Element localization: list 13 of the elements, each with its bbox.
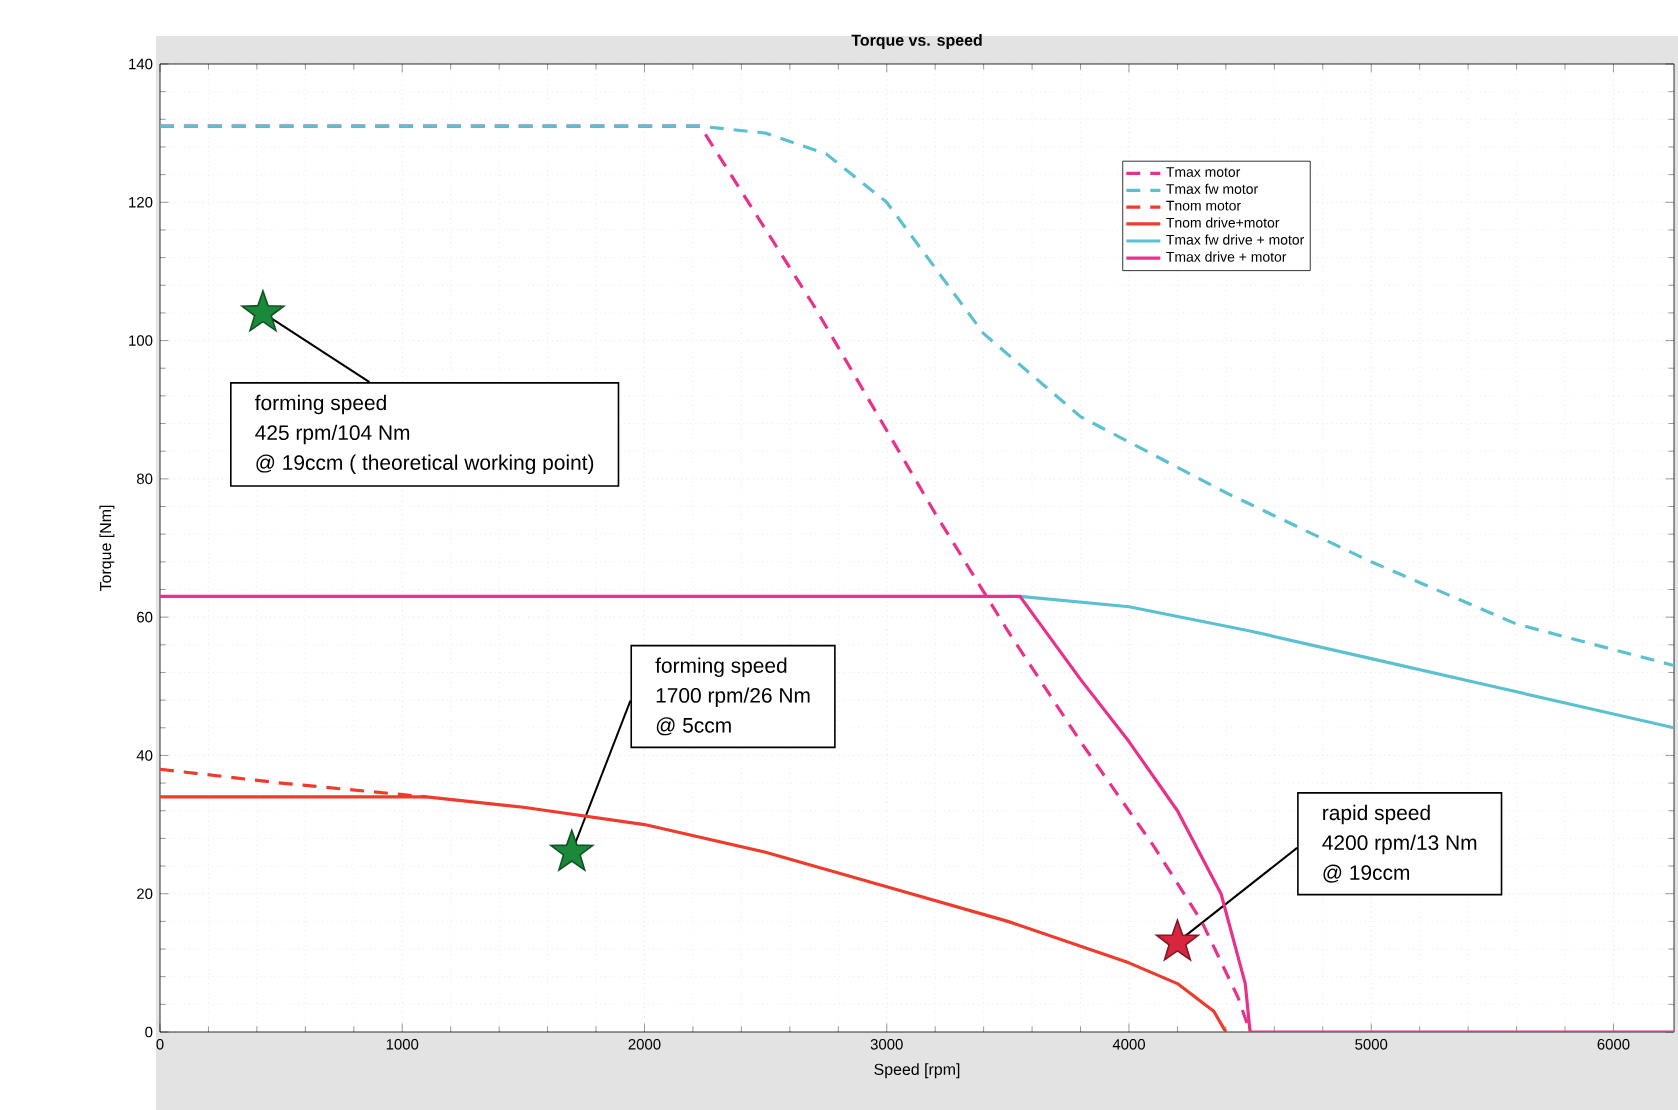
point — [241, 290, 285, 332]
annotation: forming speed — [255, 394, 386, 415]
annotation: @ 19ccm — [1323, 864, 1410, 883]
point — [1155, 919, 1200, 961]
annotation: 4200 rpm/13 Nm — [1322, 834, 1477, 855]
annotation: forming speed — [655, 657, 787, 678]
annotation: 1700 rpm/26 Nm — [656, 687, 810, 707]
annotation: @ 19ccm ( theoretical working point) — [256, 454, 594, 475]
annotation: @ 5ccm — [656, 717, 731, 736]
annotation: 425 rpm/104 Nm — [255, 424, 410, 445]
point — [550, 829, 594, 871]
line-series — [1018, 594, 1675, 730]
annotation: rapid speed — [1323, 804, 1430, 825]
